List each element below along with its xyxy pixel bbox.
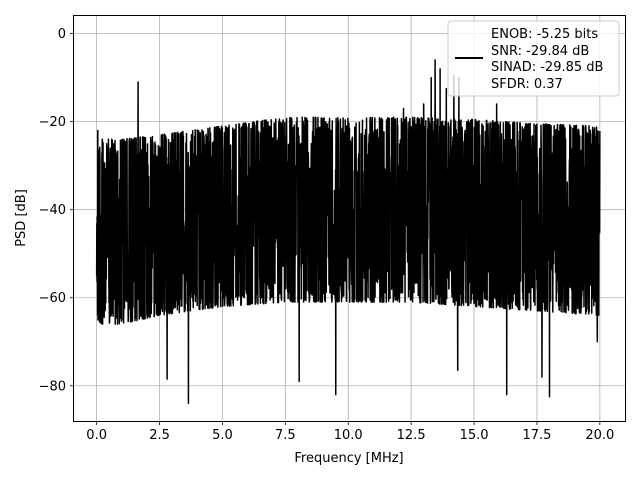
x-tick-label: 10.0 xyxy=(334,428,363,443)
x-tick-label: 5.0 xyxy=(212,428,233,443)
y-tick-label: 0 xyxy=(58,27,66,42)
y-tick-label: −60 xyxy=(39,291,66,306)
legend-label-snr: SNR: -29.84 dB xyxy=(491,44,589,59)
x-tick-label: 17.5 xyxy=(522,428,551,443)
x-tick-label: 20.0 xyxy=(585,428,614,443)
x-axis-label: Frequency [MHz] xyxy=(294,451,403,466)
y-axis-label: PSD [dB] xyxy=(14,189,29,247)
legend-label-sfdr: SFDR: 0.37 xyxy=(491,77,563,92)
y-tick-label: −20 xyxy=(39,115,66,130)
legend: ENOB: -5.25 bits SNR: -29.84 dB SINAD: -… xyxy=(447,20,620,97)
x-tick-label: 12.5 xyxy=(397,428,426,443)
legend-label-sinad: SINAD: -29.85 dB xyxy=(491,60,603,75)
x-axis: 0.0 2.5 5.0 7.5 10.0 12.5 15.0 17.5 20.0 xyxy=(86,421,614,443)
axes-frame xyxy=(73,15,626,422)
psd-line xyxy=(95,59,601,405)
legend-box xyxy=(447,20,620,97)
x-tick-label: 7.5 xyxy=(275,428,296,443)
y-tick-label: −80 xyxy=(39,379,66,394)
legend-label-enob: ENOB: -5.25 bits xyxy=(491,27,598,42)
x-tick-label: 15.0 xyxy=(460,428,489,443)
y-tick-label: −40 xyxy=(39,203,66,218)
x-tick-label: 2.5 xyxy=(149,428,170,443)
x-tick-label: 0.0 xyxy=(86,428,107,443)
series-psd xyxy=(95,59,601,405)
y-axis: 0 −20 −40 −60 −80 xyxy=(39,27,74,394)
